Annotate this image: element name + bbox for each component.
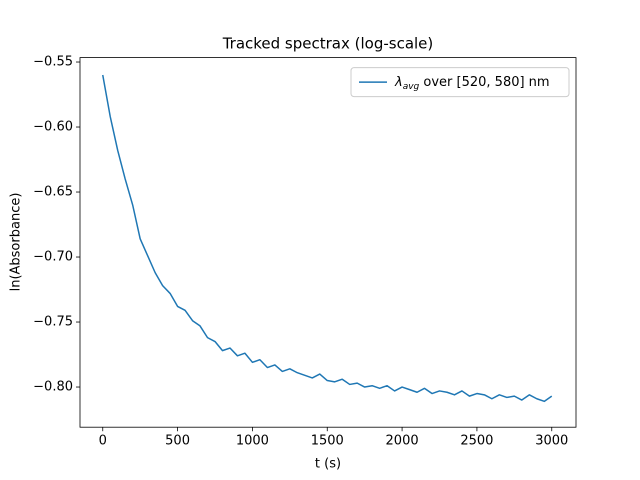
x-tick-label: 500: [165, 434, 190, 449]
legend-label-part: λ: [394, 75, 403, 90]
chart-title: Tracked spectrax (log-scale): [222, 35, 434, 53]
x-tick-label: 2000: [386, 434, 419, 449]
data-line: [102, 74, 553, 403]
y-tick-label: −0.65: [33, 185, 73, 200]
x-axis-label: t (s): [315, 457, 341, 472]
x-tick-label: 3000: [535, 434, 568, 449]
x-tick-label: 0: [99, 434, 107, 449]
y-tick-label: −0.75: [33, 315, 73, 330]
y-tick-label: −0.80: [33, 380, 73, 395]
y-tick-label: −0.55: [33, 55, 73, 70]
y-tick-label: −0.60: [33, 120, 73, 135]
y-tick-label: −0.70: [33, 250, 73, 265]
legend-label-part: over [520, 580] nm: [419, 75, 549, 90]
axes-frame: [79, 57, 577, 428]
x-tick-label: 2500: [460, 434, 493, 449]
y-axis-label: ln(Absorbance): [9, 193, 24, 292]
x-tick-label: 1500: [311, 434, 344, 449]
x-tick-label: 1000: [236, 434, 269, 449]
legend-label-part: avg: [403, 82, 420, 92]
legend-label: λavg over [520, 580] nm: [394, 75, 550, 92]
legend-box: [350, 67, 570, 98]
